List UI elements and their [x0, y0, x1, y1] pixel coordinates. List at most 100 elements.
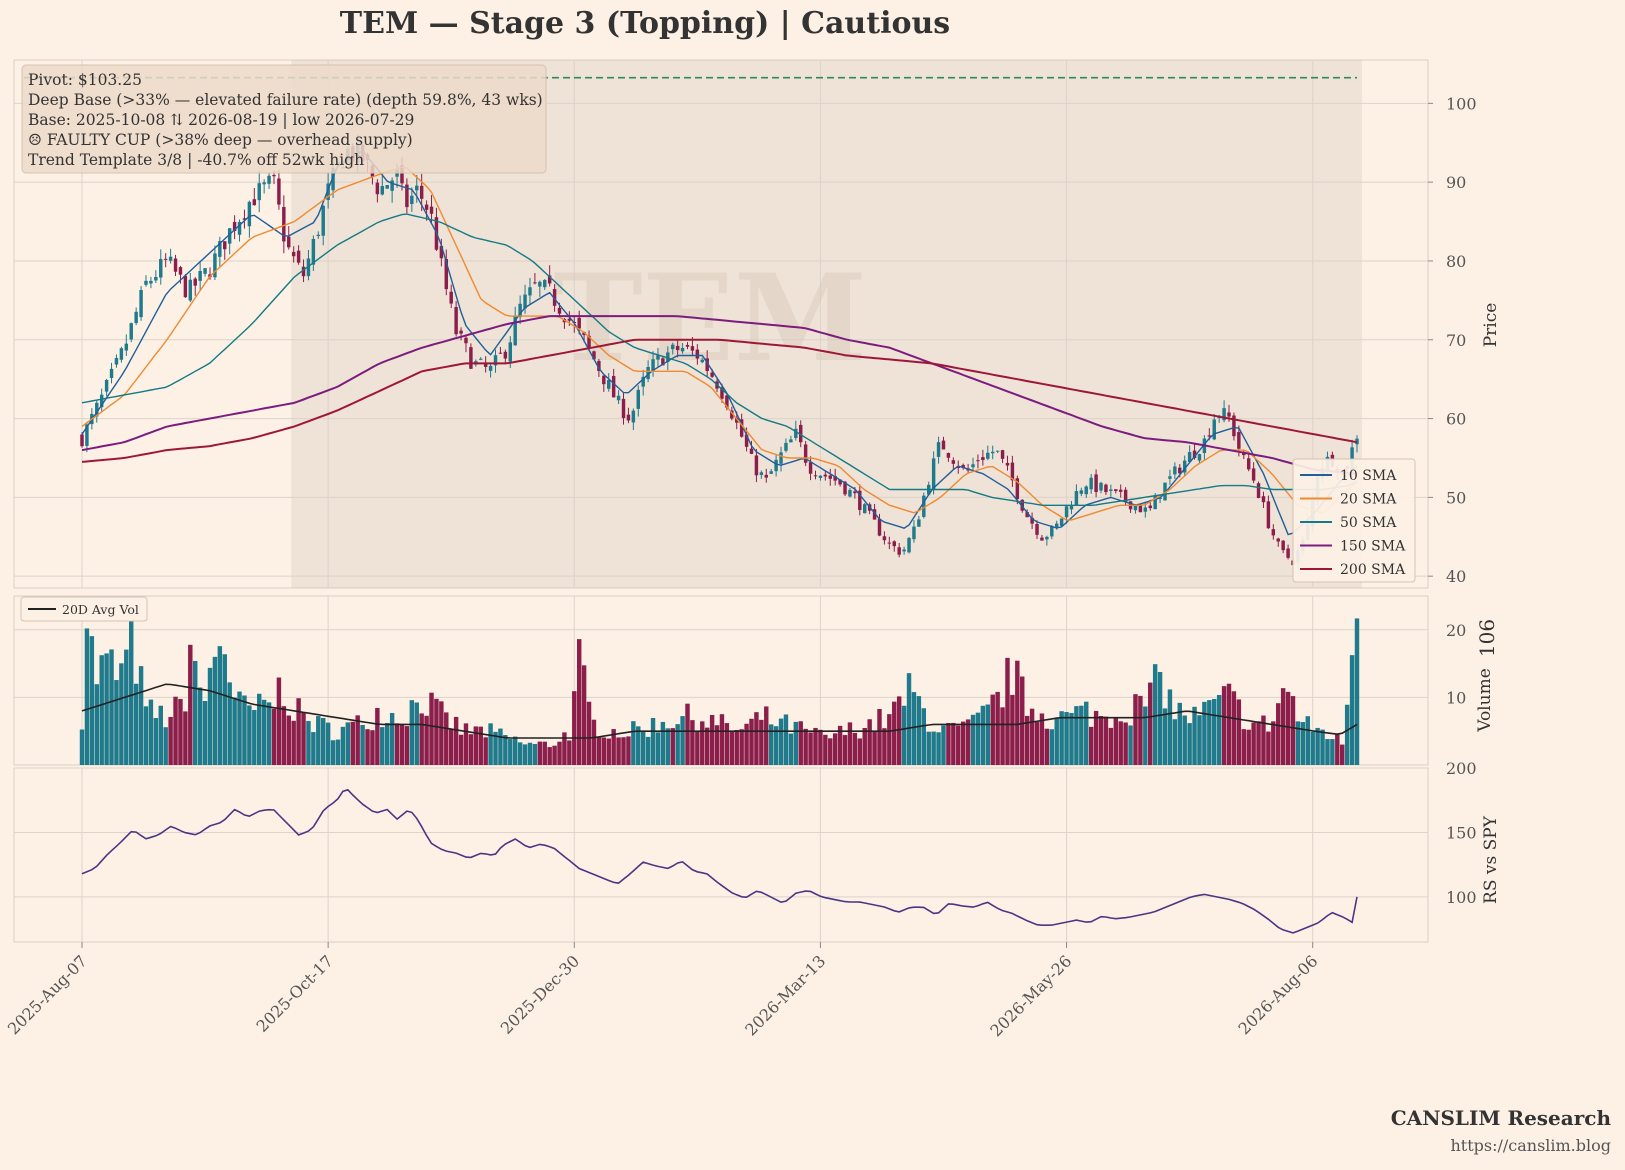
candle-body [429, 206, 434, 214]
volume-bar [266, 702, 272, 765]
volume-bar [1266, 731, 1271, 765]
volume-bar [188, 644, 193, 765]
candle-body [1099, 482, 1103, 491]
candle-body [1020, 499, 1024, 511]
volume-bar [941, 725, 946, 765]
volume-bar [222, 654, 227, 765]
volume-bar [906, 673, 912, 765]
volume-bar [394, 723, 400, 765]
candle-body [602, 375, 606, 385]
volume-bar [960, 721, 966, 765]
candle-body [331, 168, 335, 191]
volume-bar [1167, 689, 1173, 765]
volume-bar [1044, 728, 1050, 765]
candle-body [124, 343, 129, 351]
volume-axis-label: Volume [1475, 668, 1495, 733]
volume-bar [591, 719, 597, 765]
candle-body [85, 424, 89, 446]
candle-body [415, 185, 419, 191]
volume-bar [1015, 660, 1020, 765]
volume-bar [1074, 706, 1079, 765]
volume-bar [1349, 655, 1355, 765]
volume-bar [1325, 739, 1330, 765]
volume-bar [1192, 706, 1197, 765]
candle-body [636, 389, 640, 409]
volume-bar [286, 715, 291, 765]
volume-bar [389, 712, 395, 765]
volume-bar [1221, 686, 1227, 765]
volume-bar [749, 718, 754, 765]
candle-body [1192, 450, 1197, 459]
volume-bar [1202, 701, 1207, 765]
info-box-line: ☹ FAULTY CUP (>38% deep — overhead suppl… [28, 131, 413, 149]
candle-body [321, 205, 325, 236]
volume-bar [1310, 732, 1315, 765]
volume-bar [458, 734, 464, 765]
volume-bar [734, 729, 739, 765]
candle-body [1246, 458, 1251, 470]
volume-bar [512, 736, 518, 765]
candle-body [1276, 538, 1280, 542]
volume-bar [148, 699, 154, 765]
footer-url[interactable]: https://canslim.blog [1450, 1136, 1611, 1155]
volume-bar [473, 726, 479, 765]
volume-bar [453, 716, 459, 765]
candle-body [621, 398, 626, 419]
volume-bar [670, 728, 675, 765]
volume-bar [946, 723, 951, 765]
volume-bar [572, 691, 577, 765]
volume-bar [1054, 718, 1059, 765]
candle-body [631, 410, 636, 423]
volume-bar [178, 698, 183, 765]
candle-body [961, 464, 965, 468]
sma-line-150 [81, 315, 1358, 475]
volume-bar [237, 691, 242, 765]
candle-body [139, 289, 143, 318]
legend-label: 150 SMA [1340, 539, 1406, 555]
volume-bar [1138, 695, 1143, 765]
volume-bar [133, 683, 139, 765]
volume-bars [79, 618, 1360, 765]
volume-bar [1157, 672, 1163, 765]
legend-label: 200 SMA [1340, 562, 1406, 578]
volume-legend: 20D Avg Vol [20, 596, 148, 622]
candle-body [1281, 540, 1285, 551]
volume-bar [778, 718, 784, 765]
candle-body [178, 267, 183, 275]
info-box-bg [21, 64, 547, 174]
volume-bar [124, 649, 129, 765]
volume-bar [1098, 716, 1104, 765]
volume-tick-label: 10 [1446, 688, 1466, 707]
volume-bar [1088, 726, 1094, 765]
info-box: Pivot: $103.25 Deep Base (>33% — elevated… [21, 64, 547, 174]
volume-bar [1197, 715, 1202, 765]
candle-body [1035, 524, 1039, 535]
candle-body [232, 221, 237, 232]
volume-bar [1256, 721, 1261, 765]
volume-bar [197, 687, 203, 765]
candle-body [725, 395, 729, 408]
volume-bar [330, 740, 336, 765]
candle-body [675, 345, 680, 351]
volume-bar [316, 716, 321, 765]
price-tick-label: 100 [1446, 94, 1477, 113]
candle-body [739, 419, 744, 437]
candle-body [853, 491, 857, 494]
candle-body [587, 335, 591, 348]
candle-body [483, 363, 488, 367]
candle-body [1118, 489, 1123, 492]
volume-bar [370, 730, 375, 765]
candle-body [1207, 435, 1212, 437]
volume-bar [980, 705, 986, 765]
volume-bar [847, 722, 853, 765]
volume-bar [1340, 744, 1345, 765]
candle-body [744, 434, 749, 447]
volume-bar [621, 737, 626, 765]
chart-title: TEM — Stage 3 (Topping) | Cautious [339, 6, 951, 41]
volume-bar [119, 663, 124, 765]
candle-body [769, 471, 773, 474]
candle-body [213, 253, 217, 278]
candle-body [789, 439, 793, 443]
volume-bar [478, 726, 483, 765]
candle-body [547, 275, 552, 284]
